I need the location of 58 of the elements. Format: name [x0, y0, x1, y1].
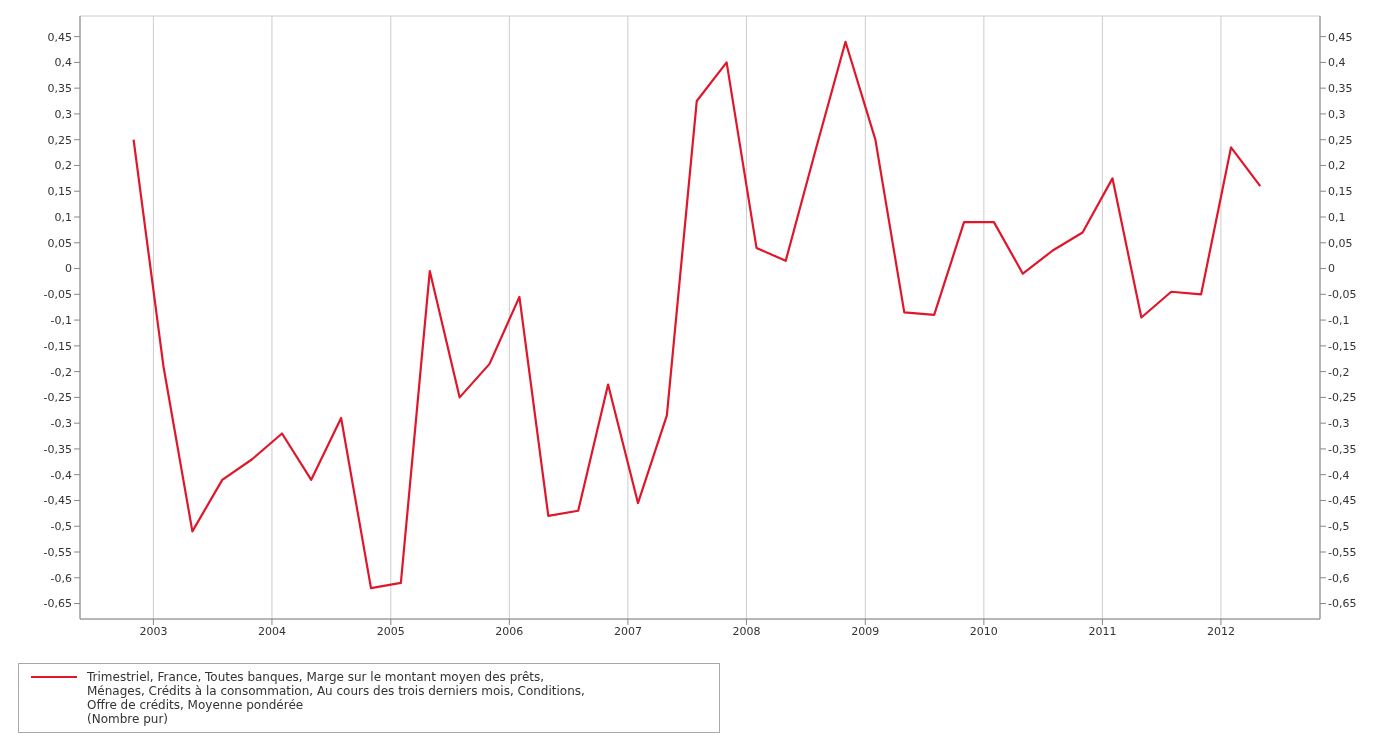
x-tick-label: 2006 [495, 624, 524, 638]
y2-tick-label: 0,3 [1328, 107, 1346, 121]
y2-tick-label: 0,05 [1328, 236, 1353, 250]
x-tick-label: 2012 [1206, 624, 1235, 638]
y-tick-label: -0,2 [50, 365, 72, 379]
y2-tick-label: -0,6 [1328, 571, 1350, 585]
y-tick-label: -0,05 [43, 288, 72, 302]
y-tick-label: 0,4 [54, 56, 72, 70]
y-tick-label: 0,1 [54, 210, 72, 224]
y-tick-label: 0,05 [47, 236, 72, 250]
y2-tick-label: 0,25 [1328, 133, 1353, 147]
y-tick-label: 0,3 [54, 107, 72, 121]
y-tick-label: 0,15 [47, 185, 72, 199]
x-tick-label: 2004 [257, 624, 286, 638]
y2-tick-label: 0,35 [1328, 82, 1353, 96]
y2-tick-label: -0,1 [1328, 313, 1350, 327]
y2-tick-label: -0,2 [1328, 365, 1350, 379]
x-tick-label: 2008 [732, 624, 761, 638]
y2-tick-label: -0,05 [1328, 288, 1357, 302]
y2-tick-label: 0 [1328, 262, 1335, 276]
x-tick-label: 2003 [139, 624, 168, 638]
y2-tick-label: 0,15 [1328, 185, 1353, 199]
y2-tick-label: 0,4 [1328, 56, 1346, 70]
y2-tick-label: -0,25 [1328, 391, 1357, 405]
y-tick-label: 0,25 [47, 133, 72, 147]
y-tick-label: -0,45 [43, 494, 72, 508]
y-tick-label: -0,4 [50, 468, 72, 482]
y-tick-label: -0,5 [50, 520, 72, 534]
y2-tick-label: -0,35 [1328, 442, 1357, 456]
y-tick-label: -0,25 [43, 391, 72, 405]
line-series [132, 40, 1262, 590]
y-tick-label: -0,3 [50, 417, 72, 431]
y-tick-label: -0,55 [43, 545, 72, 559]
legend-label: Trimestriel, France, Toutes banques, Marge sur le montant moyen des prêts, Ménages, Crédits à la consommation, Au cours des trois derniers mois, Conditions, Offre de crédits, Moyenne pondérée (Nombre pur) [87, 670, 586, 726]
y2-tick-label: -0,45 [1328, 494, 1357, 508]
y2-tick-label: -0,3 [1328, 417, 1350, 431]
y-tick-label: 0,2 [54, 159, 72, 173]
y2-tick-label: -0,5 [1328, 520, 1350, 534]
y-tick-label: 0 [65, 262, 72, 276]
x-tick-label: 2009 [851, 624, 880, 638]
x-tick-label: 2011 [1088, 624, 1117, 638]
y2-tick-label: -0,4 [1328, 468, 1350, 482]
y-tick-label: -0,6 [50, 571, 72, 585]
y2-tick-label: -0,55 [1328, 545, 1357, 559]
x-tick-label: 2010 [969, 624, 998, 638]
y-tick-label: -0,65 [43, 597, 72, 611]
y-tick-label: -0,15 [43, 339, 72, 353]
y-tick-label: -0,35 [43, 442, 72, 456]
y2-tick-label: -0,65 [1328, 597, 1357, 611]
y-tick-label: 0,35 [47, 82, 72, 96]
y2-tick-label: -0,15 [1328, 339, 1357, 353]
y2-tick-label: 0,45 [1328, 30, 1353, 44]
y2-tick-label: 0,1 [1328, 210, 1346, 224]
y-tick-label: 0,45 [47, 30, 72, 44]
x-tick-label: 2005 [376, 624, 405, 638]
x-tick-label: 2007 [613, 624, 642, 638]
y2-tick-label: 0,2 [1328, 159, 1346, 173]
y-tick-label: -0,1 [50, 313, 72, 327]
